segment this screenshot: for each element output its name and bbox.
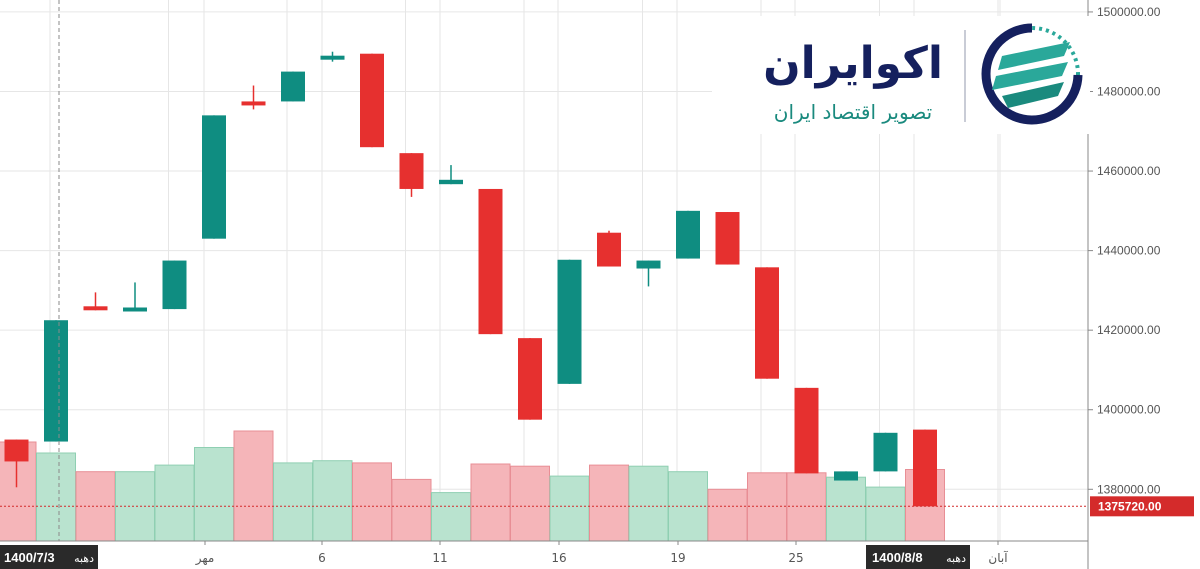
- candle-body-up: [636, 260, 661, 269]
- candle-body-up: [557, 259, 582, 384]
- candle-body-up: [202, 115, 226, 239]
- candle-body-up: [873, 432, 898, 472]
- logo-title: اکوایران: [763, 38, 943, 89]
- volume-bar: [194, 447, 234, 542]
- candle-body-down: [83, 306, 108, 311]
- end-date: 1400/8/8: [872, 550, 923, 565]
- candle-body-down: [478, 188, 503, 335]
- candle-body-down: [794, 387, 819, 474]
- end-day: دهبه: [946, 552, 966, 565]
- x-axis-ticks: مهر 6 11 16 19 25 آبان: [195, 541, 1008, 566]
- candle-body-down: [913, 429, 937, 507]
- volume-bar: [589, 464, 629, 542]
- candle-body-up: [676, 210, 700, 259]
- y-tick-label: 1400000.00: [1097, 403, 1161, 417]
- x-tick-label: 25: [788, 551, 803, 565]
- last-price-label-bg: [1090, 496, 1194, 517]
- candle-body-down: [755, 267, 779, 379]
- candlesticks: [4, 51, 937, 507]
- x-tick-label: 16: [551, 551, 566, 565]
- crosshair-date-label: 1400/7/3 دهبه: [0, 545, 98, 569]
- candle-body-up: [281, 71, 305, 102]
- end-date-label: 1400/8/8 دهبه: [866, 545, 970, 569]
- candle-body-down: [597, 232, 621, 267]
- y-tick-label: 1420000.00: [1097, 323, 1161, 337]
- candle-body-up: [123, 307, 147, 312]
- ecoiran-logo: اکوایران تصویر اقتصاد ایران: [712, 16, 1090, 134]
- x-tick-label: 19: [670, 551, 685, 565]
- volume-bar: [628, 465, 669, 542]
- volume-bar: [36, 452, 76, 542]
- x-tick-label: 11: [432, 551, 447, 565]
- y-axis-ticks: 1500000.00 1480000.00 1460000.00 1440000.00…: [1088, 5, 1161, 496]
- candle-body-down: [241, 101, 266, 106]
- volume-bar: [510, 465, 550, 542]
- candle-body-up: [320, 55, 345, 60]
- y-tick-label: 1480000.00: [1097, 84, 1161, 98]
- y-tick-label: 1440000.00: [1097, 244, 1161, 258]
- crosshair-day: دهبه: [74, 552, 94, 565]
- candle-body-up: [44, 320, 68, 442]
- candle-body-down: [4, 439, 29, 462]
- last-price-value: 1375720.00: [1098, 499, 1162, 513]
- candle-body-down: [715, 212, 740, 265]
- last-price-label: 1375720.00: [1090, 496, 1194, 517]
- end-date-label-bg: [866, 545, 970, 569]
- candle-body-up: [834, 471, 858, 481]
- volume-bar: [431, 492, 471, 542]
- candle-body-down: [399, 153, 424, 189]
- volume-bar: [233, 430, 274, 542]
- candle-body-down: [518, 338, 542, 420]
- volume-bar: [549, 475, 590, 542]
- volume-bar: [865, 486, 906, 542]
- volume-bar: [826, 476, 866, 542]
- volume-bar: [312, 460, 353, 542]
- crosshair-date-label-bg: [0, 545, 98, 569]
- logo-subtitle: تصویر اقتصاد ایران: [773, 100, 933, 124]
- volume-bar: [470, 463, 511, 542]
- candle-body-down: [360, 53, 384, 148]
- x-tick-label: 6: [318, 551, 326, 565]
- x-tick-label: مهر: [195, 551, 215, 566]
- volume-bar: [707, 488, 748, 542]
- ecoiran-logo-mark-icon: [981, 23, 1083, 125]
- volume-bar: [747, 472, 787, 542]
- volume-bar: [352, 462, 392, 542]
- volume-bar: [154, 464, 195, 542]
- volume-bar: [273, 462, 313, 542]
- volume-bar: [391, 478, 432, 542]
- volume-bar: [786, 472, 827, 542]
- logo-divider: [964, 30, 966, 122]
- y-tick-label: 1460000.00: [1097, 164, 1161, 178]
- y-tick-label: 1380000.00: [1097, 482, 1161, 496]
- y-tick-label: 1500000.00: [1097, 5, 1161, 19]
- x-tick-label: آبان: [988, 550, 1008, 565]
- candle-body-up: [439, 179, 463, 185]
- candle-body-up: [162, 260, 187, 310]
- grid-lines: [0, 0, 1088, 541]
- crosshair-date: 1400/7/3: [4, 550, 55, 565]
